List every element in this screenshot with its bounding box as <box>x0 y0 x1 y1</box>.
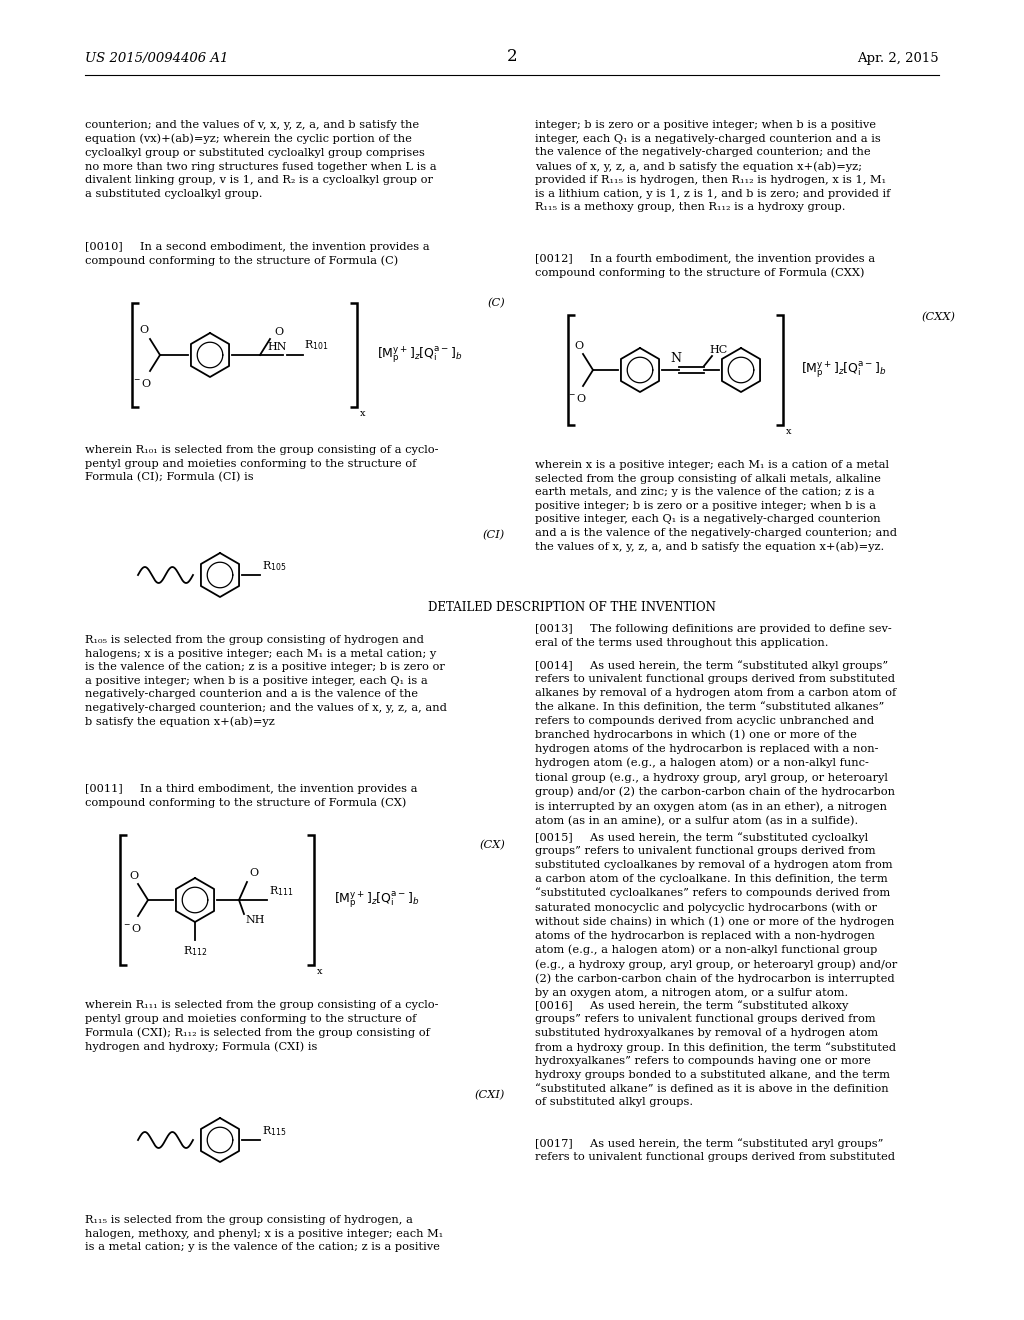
Text: $^-$O: $^-$O <box>132 378 153 389</box>
Text: O: O <box>139 325 148 335</box>
Text: HC: HC <box>709 345 727 355</box>
Text: R₁₀₅ is selected from the group consisting of hydrogen and
halogens; x is a posi: R₁₀₅ is selected from the group consisti… <box>85 635 446 727</box>
Text: N: N <box>671 352 682 366</box>
Text: (CX): (CX) <box>479 840 505 850</box>
Text: (CXI): (CXI) <box>475 1090 505 1101</box>
Text: (CXX): (CXX) <box>921 312 955 322</box>
Text: US 2015/0094406 A1: US 2015/0094406 A1 <box>85 51 228 65</box>
Text: $^-$O: $^-$O <box>566 392 587 404</box>
Text: counterion; and the values of v, x, y, z, a, and b satisfy the
equation (vx)+(ab: counterion; and the values of v, x, y, z… <box>85 120 436 199</box>
Text: O: O <box>249 869 258 878</box>
Text: integer; b is zero or a positive integer; when b is a positive
integer, each Q₁ : integer; b is zero or a positive integer… <box>535 120 891 213</box>
Text: Apr. 2, 2015: Apr. 2, 2015 <box>857 51 939 65</box>
Text: O: O <box>574 341 584 351</box>
Text: (CI): (CI) <box>482 531 505 540</box>
Text: (C): (C) <box>487 298 505 309</box>
Text: wherein R₁₁₁ is selected from the group consisting of a cyclo-
pentyl group and : wherein R₁₁₁ is selected from the group … <box>85 1001 438 1052</box>
Text: $[\mathrm{M_p^{y+}}]_z[\mathrm{Q_i^{a-}}]_b$: $[\mathrm{M_p^{y+}}]_z[\mathrm{Q_i^{a-}}… <box>377 345 463 366</box>
Text: x: x <box>786 426 792 436</box>
Text: HN: HN <box>267 342 287 352</box>
Text: wherein R₁₀₁ is selected from the group consisting of a cyclo-
pentyl group and : wherein R₁₀₁ is selected from the group … <box>85 445 438 483</box>
Text: $[\mathrm{M_p^{y+}}]_z[\mathrm{Q_i^{a-}}]_b$: $[\mathrm{M_p^{y+}}]_z[\mathrm{Q_i^{a-}}… <box>334 890 420 911</box>
Text: DETAILED DESCRIPTION OF THE INVENTION: DETAILED DESCRIPTION OF THE INVENTION <box>428 601 716 614</box>
Text: O: O <box>129 871 138 880</box>
Text: [0013]   The following definitions are provided to define sev-
eral of the terms: [0013] The following definitions are pro… <box>535 624 892 648</box>
Text: O: O <box>274 327 283 337</box>
Text: R$_{105}$: R$_{105}$ <box>262 560 287 573</box>
Text: R$_{112}$: R$_{112}$ <box>182 944 207 958</box>
Text: R$_{115}$: R$_{115}$ <box>262 1125 287 1138</box>
Text: x: x <box>317 968 323 975</box>
Text: [0014]   As used herein, the term “substituted alkyl groups”
refers to univalent: [0014] As used herein, the term “substit… <box>535 660 896 826</box>
Text: [0011]   In a third embodiment, the invention provides a
compound conforming to : [0011] In a third embodiment, the invent… <box>85 784 418 808</box>
Text: 2: 2 <box>507 48 517 65</box>
Text: [0017]   As used herein, the term “substituted aryl groups”
refers to univalent : [0017] As used herein, the term “substit… <box>535 1138 895 1163</box>
Text: [0015]   As used herein, the term “substituted cycloalkyl
groups” refers to univ: [0015] As used herein, the term “substit… <box>535 832 897 998</box>
Text: NH: NH <box>245 915 264 925</box>
Text: $^-$O: $^-$O <box>122 921 142 935</box>
Text: [0012]   In a fourth embodiment, the invention provides a
compound conforming to: [0012] In a fourth embodiment, the inven… <box>535 253 876 279</box>
Text: wherein x is a positive integer; each M₁ is a cation of a metal
selected from th: wherein x is a positive integer; each M₁… <box>535 459 897 552</box>
Text: x: x <box>360 409 366 418</box>
Text: [0016]   As used herein, the term “substituted alkoxy
groups” refers to univalen: [0016] As used herein, the term “substit… <box>535 1001 896 1107</box>
Text: R$_{101}$: R$_{101}$ <box>304 338 329 352</box>
Text: [0010]   In a second embodiment, the invention provides a
compound conforming to: [0010] In a second embodiment, the inven… <box>85 242 430 267</box>
Text: $[\mathrm{M_p^{y+}}]_z[\mathrm{Q_i^{a-}}]_b$: $[\mathrm{M_p^{y+}}]_z[\mathrm{Q_i^{a-}}… <box>801 359 887 380</box>
Text: R$_{111}$: R$_{111}$ <box>269 884 294 898</box>
Text: R₁₁₅ is selected from the group consisting of hydrogen, a
halogen, methoxy, and : R₁₁₅ is selected from the group consisti… <box>85 1214 443 1253</box>
